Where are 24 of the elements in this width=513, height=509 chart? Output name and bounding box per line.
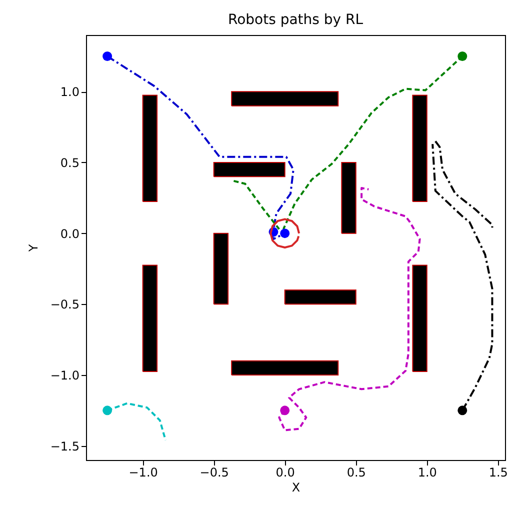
point [102, 406, 112, 416]
point [102, 52, 112, 61]
x-tick-label: 0.5 [346, 466, 366, 480]
line-series [278, 187, 421, 432]
x-tick-label: −1.0 [128, 466, 158, 480]
point [280, 406, 290, 416]
y-tick-label: −1.0 [50, 368, 80, 382]
x-tick-label: −0.5 [200, 466, 229, 480]
x-axis-title: X [292, 480, 300, 494]
y-tick-label: 0.5 [60, 156, 80, 170]
line-series [270, 218, 300, 248]
y-tick-label: 1.0 [60, 85, 80, 100]
chart-title: Robots paths by RL [228, 12, 364, 28]
x-tick-label: 1.5 [488, 466, 508, 480]
point [280, 228, 290, 238]
line-series [434, 140, 494, 229]
point [458, 406, 468, 416]
y-tick-label: −1.5 [50, 439, 80, 454]
point [458, 52, 468, 61]
x-tick-label: 0.0 [276, 466, 295, 480]
y-axis-title: Y [26, 244, 40, 253]
y-tick-label: 0.0 [60, 226, 80, 241]
x-tick-label: 1.0 [418, 466, 437, 480]
y-tick-label: −0.5 [50, 298, 80, 312]
